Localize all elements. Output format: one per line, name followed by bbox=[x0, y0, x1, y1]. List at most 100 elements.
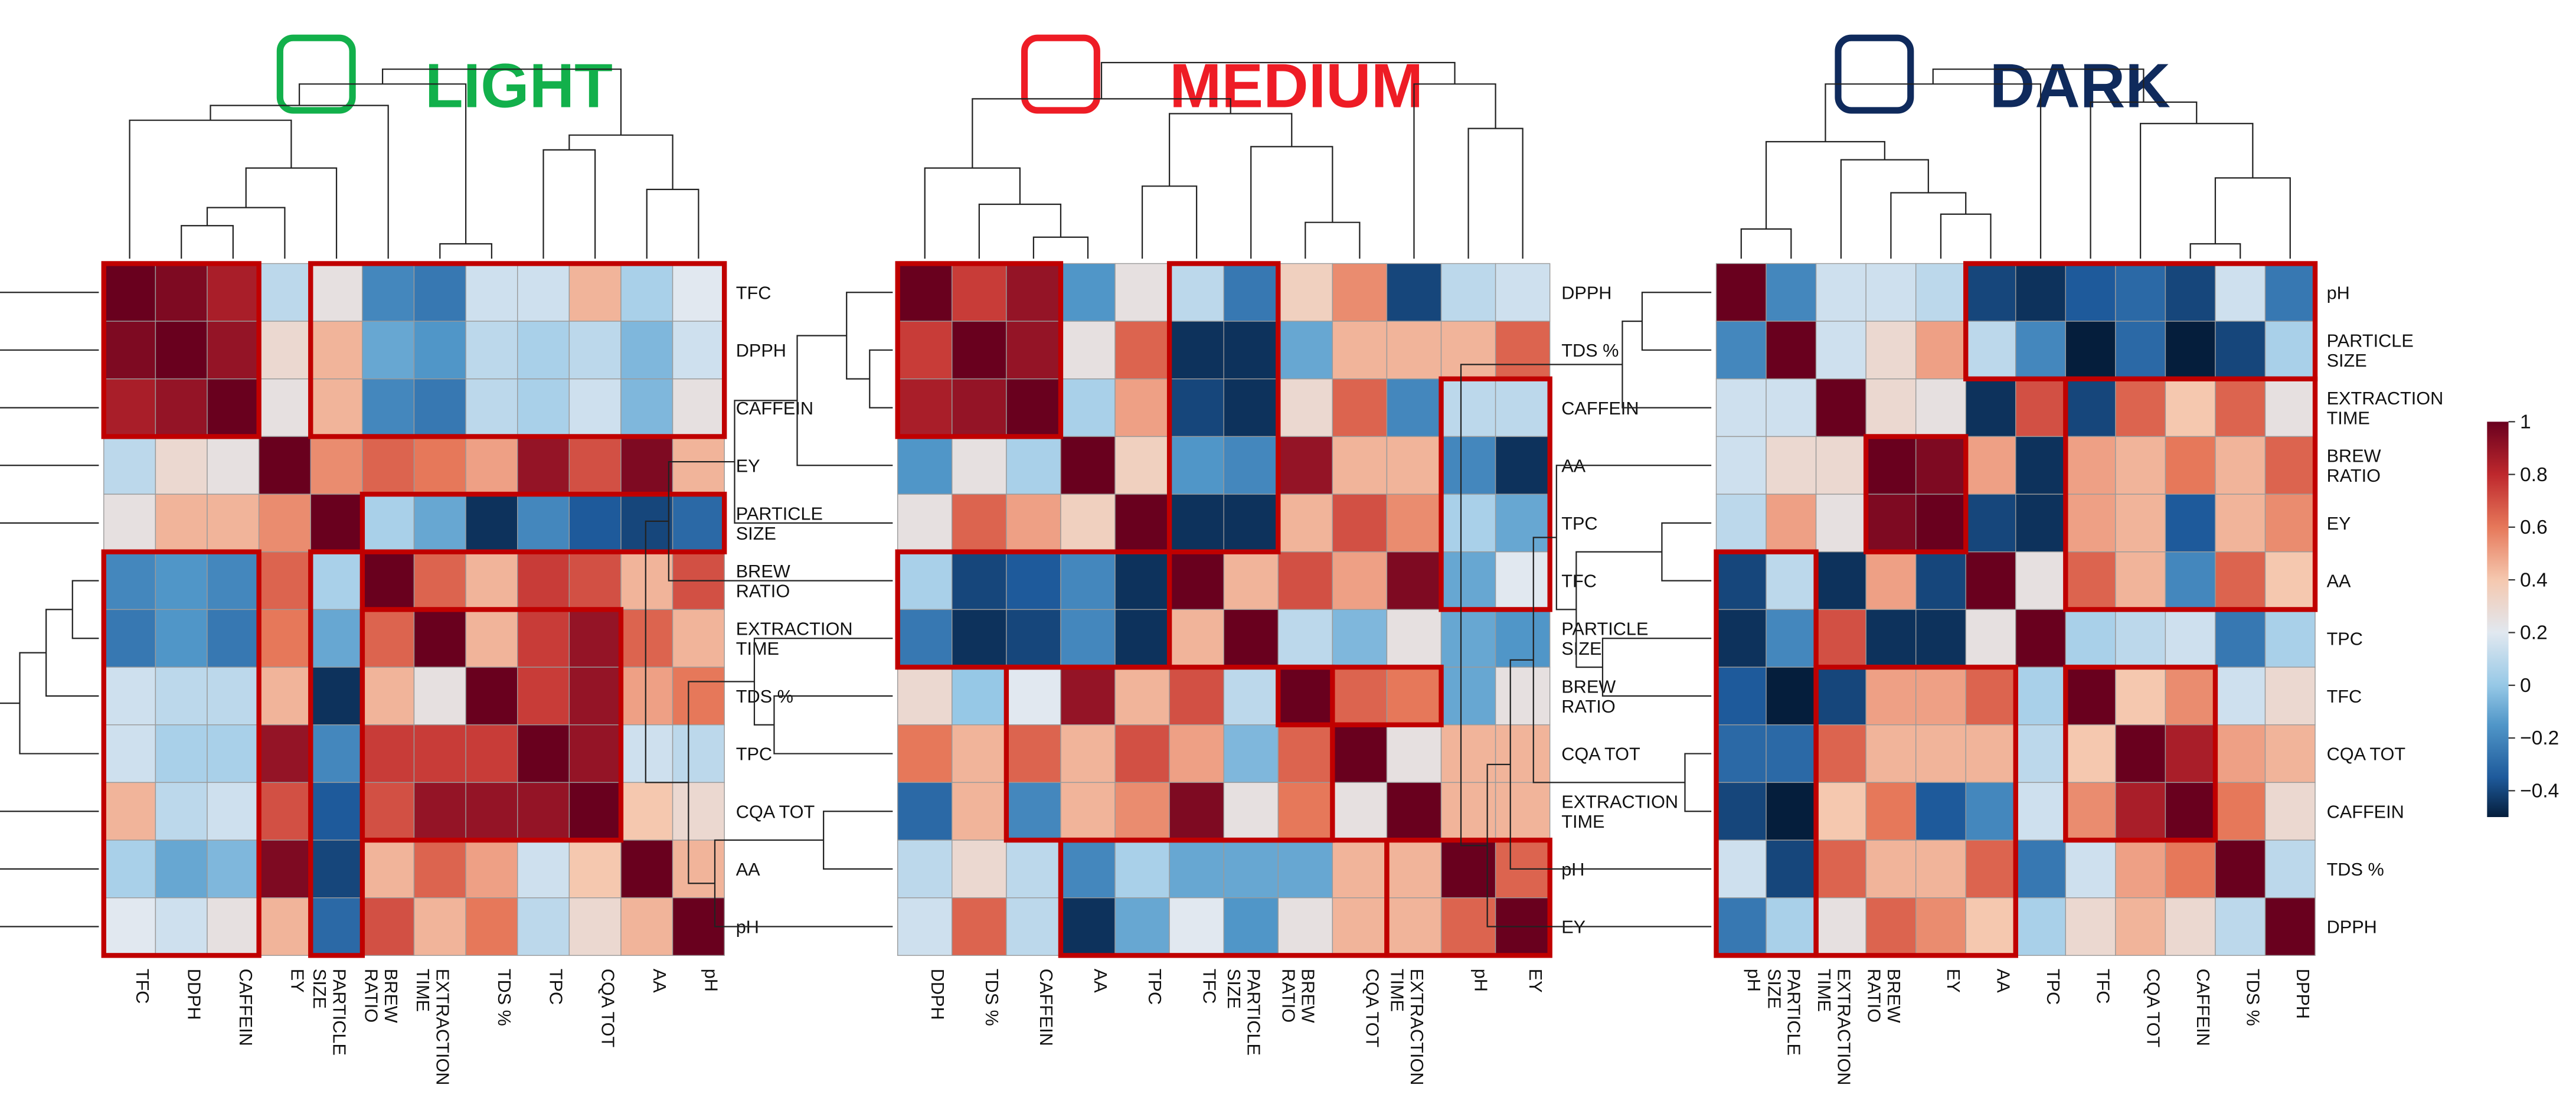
row-label-brew-ratio: BREW RATIO bbox=[2327, 446, 2381, 486]
heatmap-cell bbox=[1715, 321, 1767, 380]
heatmap-cell bbox=[1006, 436, 1061, 495]
row-label-cqa-tot: CQA TOT bbox=[736, 801, 815, 822]
row-label-extraction-time: EXTRACTION TIME bbox=[2327, 388, 2444, 428]
heatmap-cell bbox=[897, 494, 953, 553]
heatmap-cell bbox=[1440, 667, 1496, 726]
heatmap-cell bbox=[465, 782, 518, 841]
heatmap-cell bbox=[1060, 494, 1116, 553]
heatmap-cell bbox=[2065, 494, 2116, 553]
dendrogram-branch bbox=[753, 638, 893, 726]
row-label-tds: TDS % bbox=[2327, 859, 2384, 880]
heatmap-cell bbox=[2264, 724, 2316, 783]
dendrogram-branch bbox=[0, 868, 99, 870]
col-label-tpc: TPC bbox=[2043, 969, 2064, 1005]
dendrogram-branch bbox=[1032, 236, 1089, 259]
heatmap-cell bbox=[362, 667, 415, 726]
heatmap-cell bbox=[1277, 494, 1333, 553]
heatmap-cell bbox=[2215, 551, 2266, 610]
heatmap-cell bbox=[362, 897, 415, 956]
row-label-dpph: DPPH bbox=[1561, 282, 1611, 303]
heatmap-cell bbox=[517, 263, 570, 322]
heatmap-cell bbox=[1332, 609, 1388, 668]
heatmap-cell bbox=[517, 494, 570, 553]
heatmap-cell bbox=[1006, 667, 1061, 726]
heatmap-cell bbox=[517, 897, 570, 956]
heatmap-cell bbox=[568, 667, 622, 726]
heatmap-cell bbox=[2115, 321, 2166, 380]
heatmap-cell bbox=[2215, 667, 2266, 726]
heatmap-cell bbox=[258, 263, 311, 322]
heatmap-cell bbox=[2115, 378, 2166, 437]
cluster-highlight bbox=[1863, 434, 1969, 554]
heatmap-cell bbox=[1865, 609, 1917, 668]
col-label-particle-size: PARTICLESIZE bbox=[1224, 969, 1264, 1056]
heatmap-cell bbox=[155, 378, 208, 437]
heatmap-cell bbox=[568, 840, 622, 899]
heatmap-cell bbox=[1223, 551, 1279, 610]
heatmap-cell bbox=[2215, 436, 2266, 495]
heatmap-cell bbox=[897, 840, 953, 899]
cluster-highlight bbox=[101, 261, 261, 439]
dendrogram-branch bbox=[2090, 101, 2198, 259]
row-label-caffein: CAFFEIN bbox=[736, 398, 813, 419]
dendrogram-branch bbox=[71, 580, 99, 639]
heatmap-cell bbox=[1715, 494, 1767, 553]
panel-title: DARK bbox=[1990, 51, 2170, 120]
heatmap-cell bbox=[517, 436, 570, 495]
heatmap-cell bbox=[2115, 436, 2166, 495]
dendrogram-branch bbox=[1840, 159, 1929, 259]
row-label-aa: AA bbox=[736, 859, 760, 880]
col-label-aa: AA bbox=[1993, 969, 2014, 993]
panel-title: MEDIUM bbox=[1169, 51, 1423, 120]
dendrogram-branch bbox=[381, 68, 622, 135]
heatmap-cell bbox=[1169, 724, 1224, 783]
heatmap-cell bbox=[1169, 551, 1224, 610]
heatmap-cell bbox=[1440, 321, 1496, 380]
heatmap-cell bbox=[952, 840, 1007, 899]
heatmap-cell bbox=[155, 667, 208, 726]
heatmap-cell bbox=[258, 724, 311, 783]
heatmap-cell bbox=[310, 724, 363, 783]
heatmap-cell bbox=[310, 609, 363, 668]
heatmap-cell bbox=[103, 897, 156, 956]
heatmap-cell bbox=[1965, 436, 2016, 495]
heatmap-cell bbox=[362, 840, 415, 899]
row-label-brew-ratio: BREW RATIO bbox=[1561, 676, 1616, 716]
col-label-aa: AA bbox=[1090, 969, 1111, 993]
heatmap-cell bbox=[1114, 609, 1170, 668]
heatmap-cell bbox=[672, 667, 725, 726]
heatmap-cell bbox=[1169, 667, 1224, 726]
heatmap-cell bbox=[897, 551, 953, 610]
cluster-highlight bbox=[1384, 837, 1552, 958]
heatmap-cell bbox=[1169, 263, 1224, 322]
heatmap-cell bbox=[517, 724, 570, 783]
col-label-cqa-tot: CQA TOT bbox=[1362, 969, 1383, 1048]
dendrogram-branch bbox=[298, 83, 467, 244]
heatmap-cell bbox=[1766, 724, 1817, 783]
heatmap-cell bbox=[517, 551, 570, 610]
heatmap-cell bbox=[1277, 782, 1333, 841]
heatmap-cell bbox=[1277, 436, 1333, 495]
row-label-dpph: DPPH bbox=[2327, 917, 2377, 938]
heatmap-cell bbox=[1815, 609, 1866, 668]
heatmap-cell bbox=[2015, 494, 2067, 553]
heatmap-cell bbox=[2264, 551, 2316, 610]
row-label-ph: pH bbox=[2327, 282, 2350, 303]
heatmap-cell bbox=[1006, 494, 1061, 553]
heatmap-cell bbox=[1114, 724, 1170, 783]
heatmap-cell bbox=[2115, 263, 2166, 322]
heatmap-cell bbox=[1006, 724, 1061, 783]
dendrogram-branch bbox=[1661, 522, 1712, 582]
row-label-tds: TDS % bbox=[1561, 340, 1619, 361]
heatmap-cell bbox=[1386, 782, 1442, 841]
cluster-highlight bbox=[359, 607, 624, 843]
dendrogram-branch bbox=[2140, 123, 2254, 259]
heatmap-cell bbox=[1332, 551, 1388, 610]
heatmap-cell bbox=[1386, 609, 1442, 668]
heatmap-cell bbox=[1223, 782, 1279, 841]
heatmap-cell bbox=[1715, 724, 1767, 783]
dendrogram-branch bbox=[0, 926, 99, 927]
heatmap-cell bbox=[1965, 321, 2016, 380]
heatmap-cell bbox=[1114, 263, 1170, 322]
heatmap-cell bbox=[1223, 378, 1279, 437]
